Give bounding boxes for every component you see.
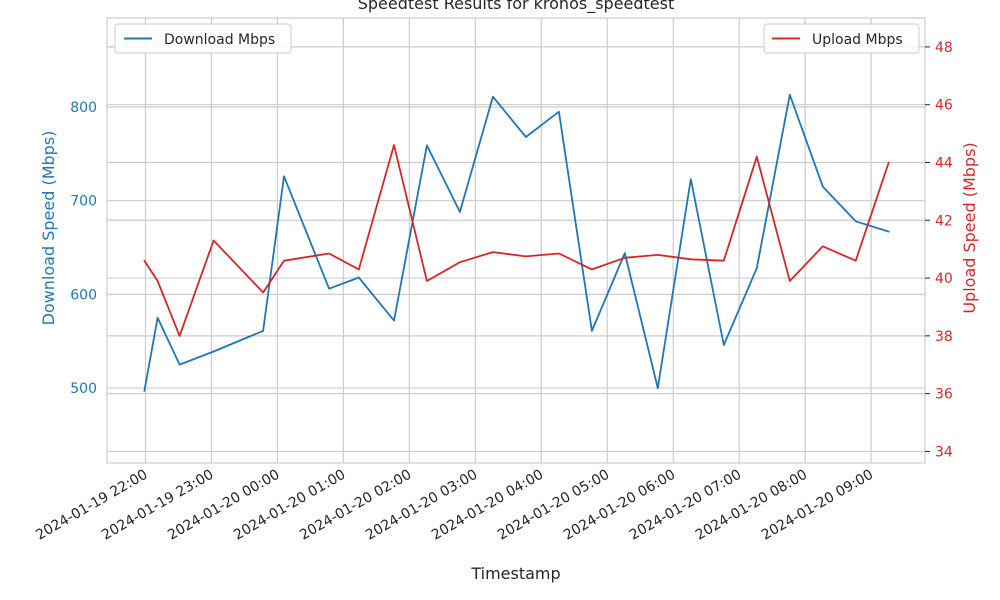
legend-upload: Upload Mbps bbox=[763, 23, 920, 54]
x-tick-label: 2024-01-20 07:00 bbox=[627, 467, 744, 544]
legend-upload-label: Upload Mbps bbox=[812, 32, 903, 48]
x-tick-label: 2024-01-20 05:00 bbox=[495, 467, 612, 544]
x-tick-label: 2024-01-20 04:00 bbox=[429, 467, 546, 544]
x-tick-label: 2024-01-20 08:00 bbox=[693, 467, 810, 544]
y-left-tick-label: 500 bbox=[70, 381, 97, 397]
y-right-tick-label: 34 bbox=[935, 444, 953, 460]
x-tick-label: 2024-01-20 06:00 bbox=[561, 467, 678, 544]
chart-title: Speedtest Results for kronos_speedtest bbox=[358, 0, 675, 14]
x-axis-label: Timestamp bbox=[470, 564, 560, 583]
y-right-tick-label: 44 bbox=[935, 155, 953, 171]
y-right-tick-label: 48 bbox=[935, 40, 953, 56]
x-tick-label: 2024-01-20 02:00 bbox=[297, 467, 414, 544]
x-tick-label: 2024-01-19 22:00 bbox=[33, 467, 150, 544]
x-tick-label: 2024-01-20 09:00 bbox=[759, 467, 876, 544]
upload-series-line bbox=[143, 144, 890, 337]
y-right-tick-label: 46 bbox=[935, 98, 953, 114]
plot-frame bbox=[106, 17, 926, 464]
x-tick-label: 2024-01-20 00:00 bbox=[165, 467, 282, 544]
y-axis-right-label: Upload Speed (Mbps) bbox=[960, 142, 979, 313]
legend-download: Download Mbps bbox=[114, 23, 292, 54]
x-tick-label: 2024-01-19 23:00 bbox=[99, 467, 216, 544]
y-right-tick-label: 36 bbox=[935, 387, 953, 403]
legend-upload-box bbox=[763, 23, 920, 54]
y-left-tick-label: 700 bbox=[70, 194, 97, 210]
y-right-tick-label: 40 bbox=[935, 271, 953, 287]
y-left-tick-label: 600 bbox=[70, 287, 97, 303]
x-tick-label: 2024-01-20 01:00 bbox=[231, 467, 348, 544]
series-layer bbox=[143, 93, 890, 392]
legend-download-box bbox=[114, 23, 292, 54]
x-tick-label: 2024-01-20 03:00 bbox=[363, 467, 480, 544]
y-left-tick-label: 800 bbox=[70, 100, 97, 116]
y-axis-left-label: Download Speed (Mbps) bbox=[39, 131, 58, 326]
y-right-tick-label: 42 bbox=[935, 213, 953, 229]
y-right-tick-label: 38 bbox=[935, 329, 953, 345]
legend-download-label: Download Mbps bbox=[164, 32, 275, 48]
download-series-line bbox=[143, 93, 890, 392]
grid-lines bbox=[107, 18, 925, 463]
